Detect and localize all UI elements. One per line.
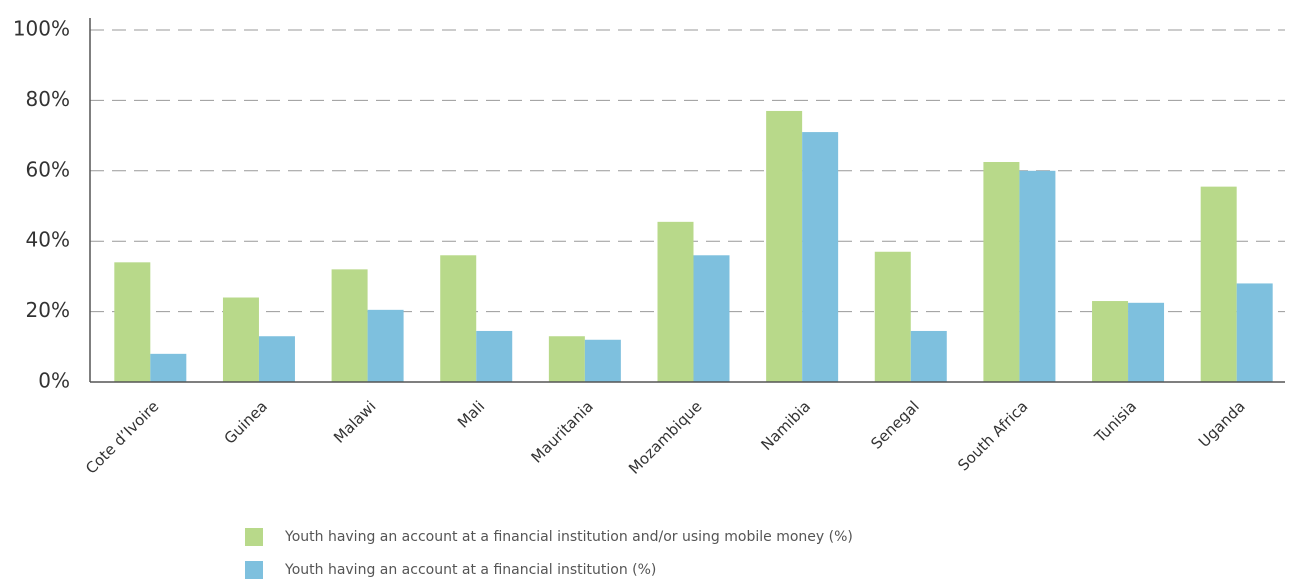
bar — [548, 336, 585, 382]
x-tick-label: Cote d’Ivoire — [82, 397, 162, 477]
x-tick-label: Guinea — [221, 397, 271, 447]
bar — [367, 309, 404, 382]
x-tick-label: Mali — [454, 397, 488, 431]
bar — [584, 339, 621, 382]
bar — [766, 110, 803, 383]
legend-swatch — [245, 561, 263, 579]
bar — [150, 353, 187, 382]
x-tick-label: Malawi — [330, 397, 379, 446]
bar — [1092, 301, 1129, 382]
y-tick-label: 60% — [26, 157, 70, 181]
bar — [874, 251, 911, 382]
bar — [910, 330, 947, 382]
legend-label: Youth having an account at a financial i… — [284, 562, 656, 578]
y-tick-label: 80% — [26, 87, 70, 111]
y-tick-label: 40% — [26, 228, 70, 252]
bar — [983, 162, 1020, 382]
bar — [693, 255, 730, 382]
x-tick-label: Namibia — [758, 397, 815, 454]
bar — [657, 221, 694, 382]
y-tick-label: 20% — [26, 298, 70, 322]
bar — [114, 262, 151, 382]
bar — [258, 336, 295, 382]
legend-swatch — [245, 528, 263, 546]
bar — [1236, 283, 1273, 382]
x-tick-label: South Africa — [954, 397, 1031, 474]
bar — [1019, 170, 1056, 382]
x-tick-label: Mozambique — [625, 397, 705, 477]
y-tick-label: 0% — [38, 369, 70, 393]
x-tick-label: Uganda — [1195, 397, 1249, 451]
bar — [331, 269, 368, 382]
x-tick-label: Mauritania — [528, 397, 597, 466]
x-tick-label: Tunisia — [1090, 397, 1140, 447]
bar — [476, 330, 513, 382]
x-tick-label: Senegal — [867, 397, 922, 452]
bar — [1200, 186, 1237, 382]
bar — [222, 297, 259, 382]
y-tick-label: 100% — [13, 17, 70, 41]
legend-label: Youth having an account at a financial i… — [284, 529, 853, 545]
bar — [802, 132, 839, 382]
bar — [440, 255, 477, 382]
bar — [1128, 302, 1165, 382]
